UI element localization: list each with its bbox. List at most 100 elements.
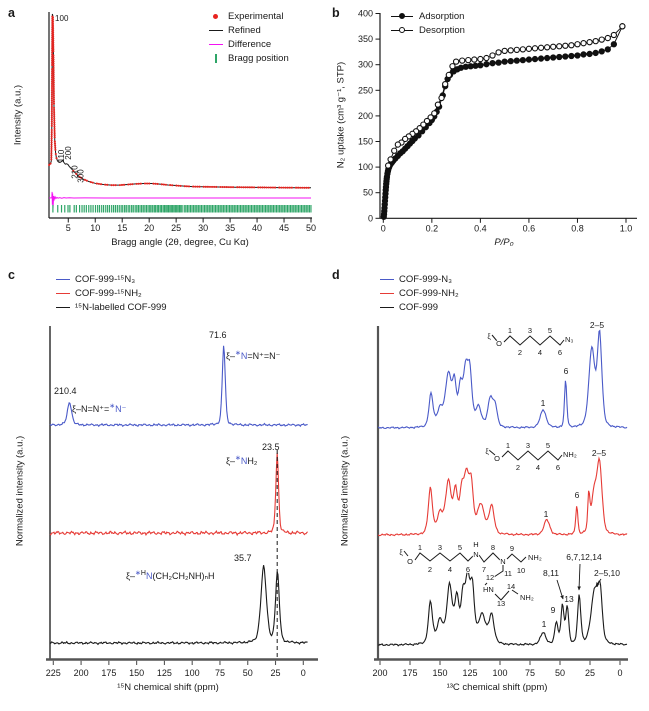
c-x-tick-label: 25: [271, 668, 281, 678]
structure-atom-label: 1: [506, 441, 510, 450]
experimental-dot: [50, 103, 53, 106]
experimental-dot: [50, 76, 54, 79]
d-x-tick-label: 150: [432, 668, 447, 678]
experimental-dot: [53, 136, 56, 139]
legend-label: Difference: [228, 38, 272, 50]
experimental-dot: [49, 162, 52, 165]
experimental-dot: [54, 146, 57, 149]
structure-atom-label: ξ: [487, 332, 491, 341]
experimental-dot: [267, 186, 270, 189]
experimental-dot: [80, 176, 83, 179]
desorption-point: [452, 58, 460, 65]
structure-atom-label: 4: [538, 348, 542, 357]
adsorption-point: [543, 54, 551, 62]
desorption-point: [513, 46, 520, 54]
experimental-dot: [112, 184, 115, 187]
b-x-tick-label: 0.8: [571, 224, 584, 234]
experimental-dot: [52, 48, 55, 51]
structure-atom-label: ξ: [399, 548, 403, 557]
structure-bond-pei-branched-chain: [494, 590, 510, 601]
legend-marker-icon: [54, 292, 71, 294]
desorption-point: [610, 31, 618, 39]
structure-bond-hexyl-azide-chain: [491, 334, 498, 342]
legend-item: Experimental: [207, 9, 289, 23]
experimental-dot: [51, 68, 54, 71]
adsorption-point: [580, 51, 587, 58]
legend-label: ¹⁵N-labelled COF-999: [75, 301, 167, 313]
experimental-dot: [52, 77, 55, 80]
experimental-dot: [192, 185, 195, 188]
structure-atom-label: 3: [528, 326, 532, 335]
experimental-dot: [232, 186, 235, 189]
formula-pre: ξ–N=N⁺=: [72, 404, 110, 414]
desorption-point: [477, 55, 484, 63]
nmr-peak-label: 2–5: [589, 320, 605, 330]
chemical-formula-annotation: ξ–∗N=N⁺=N⁻: [226, 349, 280, 362]
structure-bond-pei-branched-chain: [403, 550, 409, 557]
formula-pre: ξ–: [126, 571, 136, 581]
experimental-dot: [99, 183, 103, 186]
adsorption-point: [483, 61, 490, 68]
adsorption-point: [586, 50, 593, 58]
a-x-tick-label: 10: [90, 223, 100, 233]
experimental-dot: [53, 117, 56, 120]
experimental-dot: [297, 186, 300, 189]
experimental-dot: [261, 186, 264, 189]
d-x-tick-label: 75: [525, 668, 535, 678]
desorption-point: [431, 110, 438, 117]
panel-label-a: a: [8, 6, 15, 20]
experimental-dot: [244, 186, 247, 189]
experimental-dot: [52, 66, 55, 70]
legend-item: Refined: [207, 23, 289, 37]
experimental-dot: [53, 125, 56, 128]
experimental-dot: [135, 182, 138, 185]
structure-bond-pei-branched-chain: [493, 565, 504, 578]
experimental-dot: [50, 99, 53, 102]
Adsorption-swatch-icon: [391, 12, 413, 21]
experimental-dot: [146, 182, 149, 185]
experimental-dot: [51, 70, 54, 73]
adsorption-point: [562, 53, 569, 60]
Experimental-swatch-icon: [213, 13, 218, 19]
desorption-point: [537, 44, 545, 51]
structure-atom-label: 8: [491, 543, 495, 552]
structure-bond-pei-branched-chain: [478, 552, 501, 563]
experimental-dot: [95, 182, 98, 185]
axis-title-b-y: N₂ uptake (cm³ g⁻¹, STP): [335, 61, 347, 169]
experimental-dot: [53, 113, 56, 116]
xrd-peak-label: 110: [57, 149, 66, 162]
experimental-dot: [52, 39, 55, 42]
structure-atom-label: 4: [448, 565, 452, 574]
experimental-dot: [221, 185, 224, 189]
panel-label-d: d: [332, 268, 340, 282]
nmr-trace-d-1: [377, 456, 628, 537]
desorption-point: [574, 41, 581, 48]
COF-999-NH₂-swatch-icon: [379, 292, 394, 294]
desorption-point: [525, 45, 533, 52]
structure-atom-label: 1: [418, 543, 422, 552]
legend-label: COF-999-NH₂: [399, 287, 459, 299]
experimental-dot: [187, 185, 191, 188]
experimental-dot: [290, 186, 293, 189]
adsorption-point: [495, 59, 502, 66]
experimental-dot: [114, 184, 117, 187]
experimental-dot: [225, 186, 228, 189]
desorption-point: [619, 23, 626, 30]
experimental-dot: [118, 184, 121, 187]
desorption-point: [586, 39, 593, 46]
peak-label-arrow-icon: [577, 563, 581, 591]
experimental-dot: [154, 182, 157, 185]
experimental-dot: [51, 72, 54, 75]
d-x-tick-label: 125: [462, 668, 477, 678]
desorption-point: [580, 40, 587, 47]
panel-label-b: b: [332, 6, 340, 20]
legend-marker-icon: [378, 292, 395, 294]
d-x-tick-label: 50: [555, 668, 565, 678]
experimental-dot: [52, 62, 55, 65]
experimental-dot: [156, 182, 159, 186]
desorption-point: [387, 156, 394, 163]
desorption-point: [391, 147, 398, 154]
nmr-peak-label: 1: [541, 619, 547, 629]
